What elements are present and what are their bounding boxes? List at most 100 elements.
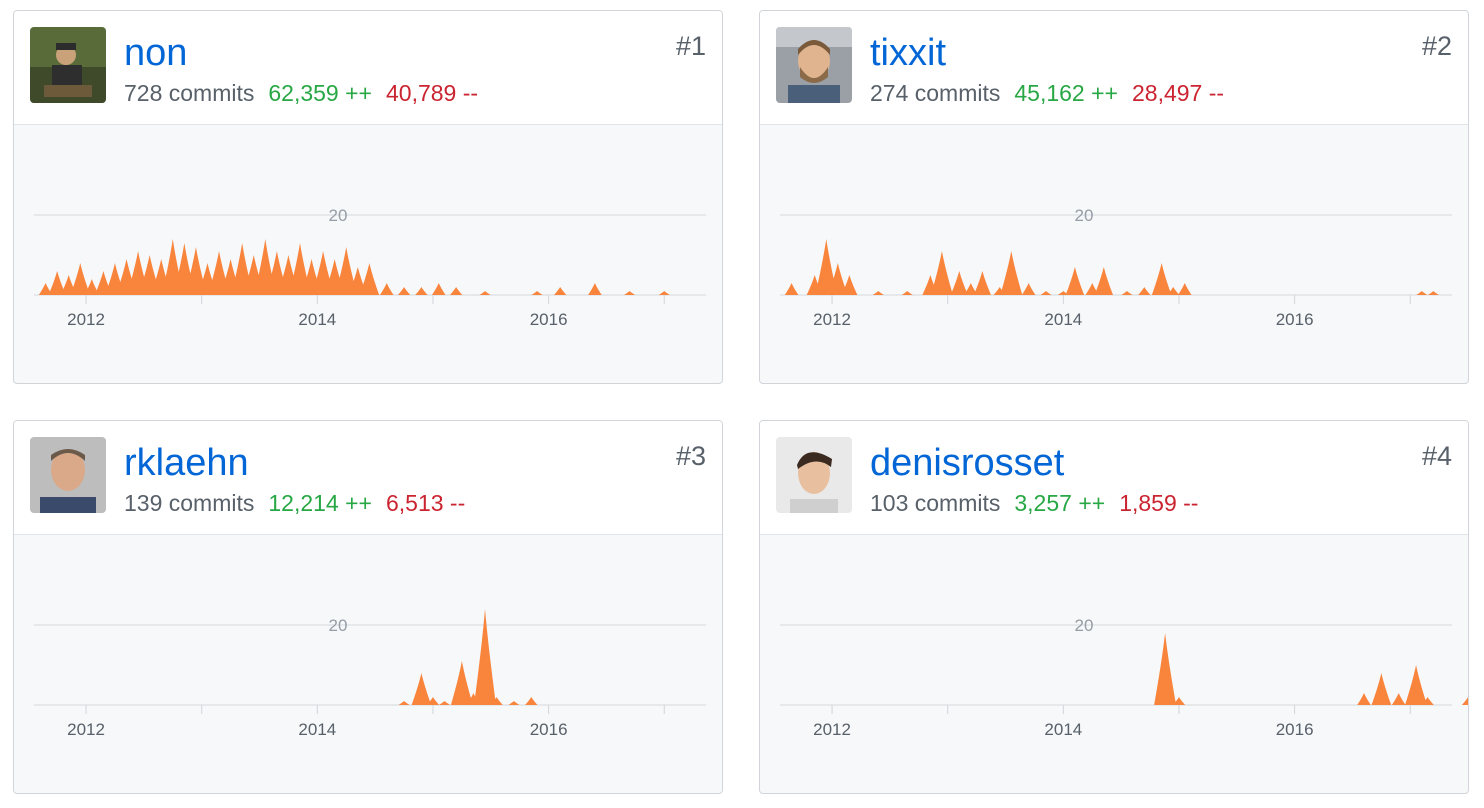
additions-count: 45,162 ++	[1014, 80, 1118, 106]
chart-svg: 2020122014201620	[34, 206, 706, 329]
activity-peak	[1416, 291, 1428, 295]
avatar[interactable]	[776, 27, 852, 103]
contributor-header: rklaehn 139 commits 12,214 ++ 6,513 -- #3	[14, 421, 722, 535]
activity-peak	[930, 251, 953, 295]
activity-peak	[1391, 693, 1406, 705]
deletions-count: 6,513 --	[385, 490, 466, 516]
commits-count[interactable]: 139 commits	[124, 490, 255, 516]
activity-peak	[784, 283, 799, 295]
activity-peak	[1427, 291, 1439, 295]
activity-peak	[901, 291, 913, 295]
activity-peak	[449, 287, 463, 295]
additions-count: 3,257 ++	[1014, 490, 1106, 516]
activity-peak	[623, 291, 636, 295]
activity-peak	[335, 247, 358, 295]
activity-peak	[1154, 633, 1177, 705]
y-grid-label: 20	[329, 616, 348, 635]
activity-peak	[450, 661, 473, 705]
activity-peak	[426, 697, 440, 705]
additions-count: 62,359 ++	[268, 80, 372, 106]
activity-peak	[359, 263, 380, 295]
x-tick-label: 2012	[67, 310, 105, 329]
username-link[interactable]: tixxit	[870, 32, 946, 74]
activity-peak	[1357, 693, 1371, 705]
x-tick-label: 2016	[1276, 720, 1314, 739]
commits-count[interactable]: 728 commits	[124, 80, 255, 106]
activity-peak	[1085, 283, 1100, 295]
activity-peak	[553, 287, 567, 295]
activity-peak	[1021, 283, 1036, 295]
commit-activity-chart: 2020122014201620	[760, 125, 1468, 383]
contributor-stats: 728 commits 62,359 ++ 40,789 --	[124, 79, 478, 107]
contributor-header: tixxit 274 commits 45,162 ++ 28,497 -- #2	[760, 11, 1468, 125]
rank-badge: #1	[675, 31, 706, 61]
activity-peak	[828, 263, 848, 295]
x-tick-label: 2014	[1044, 720, 1082, 739]
commits-count[interactable]: 274 commits	[870, 80, 1001, 106]
activity-peak	[184, 247, 207, 295]
username-link[interactable]: rklaehn	[124, 442, 249, 484]
additions-count: 12,214 ++	[268, 490, 372, 516]
x-tick-label: 2016	[530, 720, 568, 739]
avatar[interactable]	[776, 437, 852, 513]
x-tick-label: 2014	[1044, 310, 1082, 329]
deletions-count: 1,859 --	[1119, 490, 1199, 516]
activity-peak	[490, 697, 503, 705]
contributor-stats: 103 commits 3,257 ++ 1,859 --	[870, 489, 1198, 517]
activity-peak	[531, 291, 543, 295]
avatar[interactable]	[30, 27, 106, 103]
activity-peak	[38, 283, 53, 295]
activity-peak	[48, 271, 66, 295]
y-grid-label: 20	[329, 206, 348, 225]
activity-peak	[1421, 697, 1434, 705]
username-link[interactable]: denisrosset	[870, 442, 1065, 484]
chart-svg: 2020122014201620	[34, 609, 706, 739]
activity-peak	[474, 609, 497, 705]
contributor-card: tixxit 274 commits 45,162 ++ 28,497 -- #2 …	[759, 10, 1469, 384]
activity-peak	[964, 283, 978, 295]
rank-badge: #4	[1421, 441, 1452, 471]
commits-count[interactable]: 103 commits	[870, 490, 1001, 516]
activity-peak	[479, 291, 491, 295]
activity-peak	[1094, 267, 1114, 295]
activity-peak	[1371, 673, 1392, 705]
rank-badge: #3	[675, 441, 706, 471]
x-tick-label: 2014	[298, 720, 336, 739]
chart-svg: 2020122014201620	[780, 206, 1452, 329]
activity-peak	[1040, 291, 1052, 295]
activity-peak	[872, 291, 884, 295]
activity-peak	[411, 673, 432, 705]
username-link[interactable]: non	[124, 32, 188, 74]
activity-peak	[1138, 287, 1151, 295]
x-tick-label: 2012	[67, 720, 105, 739]
commit-activity-chart: 2020122014201620	[14, 535, 722, 793]
activity-peak	[84, 279, 100, 295]
activity-peak	[431, 283, 446, 295]
activity-peak	[398, 701, 410, 705]
x-tick-label: 2012	[813, 310, 851, 329]
contributor-card: rklaehn 139 commits 12,214 ++ 6,513 -- #3 …	[13, 420, 723, 794]
deletions-count: 28,497 --	[1131, 80, 1225, 106]
activity-peak	[1172, 697, 1186, 705]
chart-svg: 2020122014201620	[780, 616, 1468, 739]
avatar[interactable]	[30, 437, 106, 513]
activity-peak	[815, 239, 838, 295]
activity-peak	[415, 287, 428, 295]
x-tick-label: 2016	[1276, 310, 1314, 329]
activity-peak	[1151, 263, 1172, 295]
activity-peak	[1177, 283, 1192, 295]
contributor-header: non 728 commits 62,359 ++ 40,789 -- #1	[14, 11, 722, 125]
activity-peak	[1121, 291, 1133, 295]
activity-peak	[1065, 267, 1085, 295]
activity-peak	[841, 275, 858, 295]
contributor-stats: 139 commits 12,214 ++ 6,513 --	[124, 489, 465, 517]
contributor-header: denisrosset 103 commits 3,257 ++ 1,859 -- …	[760, 421, 1468, 535]
y-grid-label: 20	[1075, 616, 1094, 635]
x-tick-label: 2012	[813, 720, 851, 739]
activity-peak	[1461, 697, 1468, 705]
activity-peak	[508, 701, 520, 705]
activity-peak	[1166, 287, 1180, 295]
contributor-stats: 274 commits 45,162 ++ 28,497 --	[870, 79, 1224, 107]
activity-peak	[438, 701, 451, 705]
x-tick-label: 2014	[298, 310, 336, 329]
